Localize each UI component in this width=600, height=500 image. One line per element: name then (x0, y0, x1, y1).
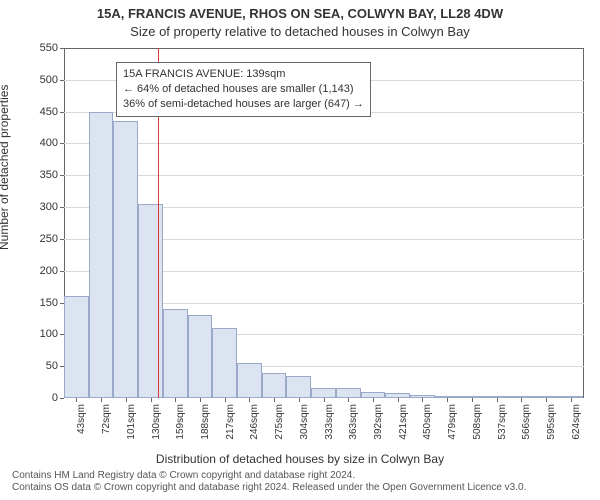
ytick-label: 450 (40, 106, 58, 118)
ytick-mark (60, 112, 64, 113)
ytick-label: 150 (40, 297, 58, 309)
xtick-label: 624sqm (571, 404, 582, 440)
xtick-label: 421sqm (398, 404, 409, 440)
xtick-mark (546, 398, 547, 402)
xtick-label: 304sqm (299, 404, 310, 440)
histogram-bar (336, 388, 361, 398)
x-axis-label: Distribution of detached houses by size … (0, 452, 600, 466)
xtick-label: 595sqm (546, 404, 557, 440)
xtick-mark (175, 398, 176, 402)
xtick-mark (348, 398, 349, 402)
ytick-label: 100 (40, 328, 58, 340)
y-axis-label: Number of detached properties (0, 85, 11, 250)
xtick-mark (447, 398, 448, 402)
xtick-mark (571, 398, 572, 402)
ytick-label: 500 (40, 74, 58, 86)
xtick-mark (151, 398, 152, 402)
xtick-mark (249, 398, 250, 402)
xtick-mark (126, 398, 127, 402)
xtick-mark (76, 398, 77, 402)
chart-title-line1: 15A, FRANCIS AVENUE, RHOS ON SEA, COLWYN… (0, 6, 600, 21)
xtick-mark (225, 398, 226, 402)
histogram-bar (311, 388, 336, 398)
ytick-mark (60, 80, 64, 81)
chart-title-line2: Size of property relative to detached ho… (0, 24, 600, 39)
xtick-label: 188sqm (200, 404, 211, 440)
xtick-mark (422, 398, 423, 402)
annotation-line: ← 64% of detached houses are smaller (1,… (123, 82, 364, 97)
histogram-bar (113, 121, 138, 398)
ytick-label: 300 (40, 201, 58, 213)
histogram-bar (64, 296, 89, 398)
ytick-label: 350 (40, 169, 58, 181)
xtick-label: 333sqm (324, 404, 335, 440)
xtick-label: 363sqm (348, 404, 359, 440)
attribution-line1: Contains HM Land Registry data © Crown c… (12, 470, 526, 482)
xtick-mark (200, 398, 201, 402)
xtick-mark (497, 398, 498, 402)
xtick-label: 72sqm (101, 404, 112, 434)
ytick-label: 250 (40, 233, 58, 245)
histogram-bar (237, 363, 262, 398)
ytick-label: 50 (46, 360, 58, 372)
xtick-label: 508sqm (472, 404, 483, 440)
ytick-mark (60, 143, 64, 144)
histogram-bar (188, 315, 213, 398)
xtick-label: 246sqm (249, 404, 260, 440)
xtick-label: 566sqm (521, 404, 532, 440)
xtick-mark (324, 398, 325, 402)
histogram-bar (212, 328, 237, 398)
attribution: Contains HM Land Registry data © Crown c… (12, 470, 526, 494)
xtick-label: 130sqm (151, 404, 162, 440)
xtick-mark (373, 398, 374, 402)
ytick-mark (60, 207, 64, 208)
xtick-label: 537sqm (497, 404, 508, 440)
gridline (64, 175, 584, 176)
ytick-label: 400 (40, 137, 58, 149)
histogram-bar (89, 112, 114, 398)
xtick-label: 101sqm (126, 404, 137, 440)
xtick-label: 217sqm (225, 404, 236, 440)
xtick-mark (299, 398, 300, 402)
ytick-label: 200 (40, 265, 58, 277)
xtick-label: 43sqm (76, 404, 87, 434)
attribution-line2: Contains OS data © Crown copyright and d… (12, 482, 526, 494)
xtick-label: 479sqm (447, 404, 458, 440)
xtick-mark (398, 398, 399, 402)
histogram-bar (163, 309, 188, 398)
xtick-label: 159sqm (175, 404, 186, 440)
ytick-mark (60, 175, 64, 176)
xtick-label: 275sqm (274, 404, 285, 440)
xtick-label: 450sqm (422, 404, 433, 440)
xtick-mark (274, 398, 275, 402)
annotation-line: 36% of semi-detached houses are larger (… (123, 97, 364, 112)
histogram-bar (262, 373, 287, 398)
figure: 15A, FRANCIS AVENUE, RHOS ON SEA, COLWYN… (0, 0, 600, 500)
ytick-label: 0 (52, 392, 58, 404)
ytick-mark (60, 48, 64, 49)
ytick-mark (60, 398, 64, 399)
xtick-mark (521, 398, 522, 402)
xtick-mark (472, 398, 473, 402)
histogram-bar (286, 376, 311, 398)
ytick-mark (60, 271, 64, 272)
annotation-line: 15A FRANCIS AVENUE: 139sqm (123, 67, 364, 82)
xtick-label: 392sqm (373, 404, 384, 440)
plot-area: 05010015020025030035040045050055043sqm72… (64, 48, 584, 398)
ytick-mark (60, 239, 64, 240)
xtick-mark (101, 398, 102, 402)
annotation-box: 15A FRANCIS AVENUE: 139sqm← 64% of detac… (116, 62, 371, 117)
ytick-label: 550 (40, 42, 58, 54)
gridline (64, 143, 584, 144)
